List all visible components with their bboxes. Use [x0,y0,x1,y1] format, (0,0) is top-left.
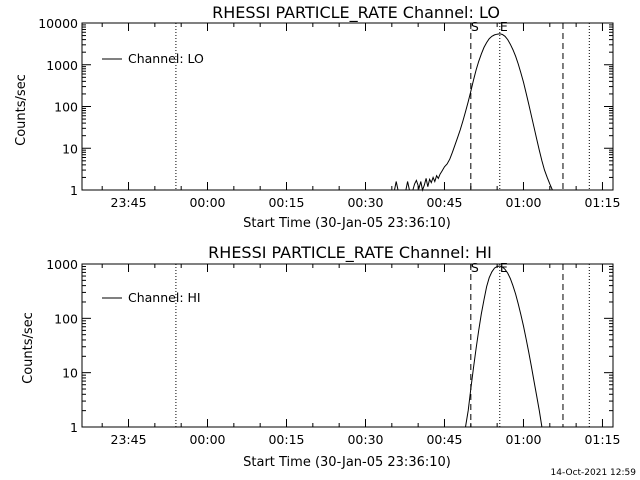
x-tick-label: 00:30 [347,195,383,210]
series-line [465,265,543,428]
series-line [394,33,553,192]
x-tick-label: 00:00 [189,432,225,447]
legend-label: Channel: HI [128,290,201,305]
time-marker-label: S [471,260,479,275]
y-tick-label: 10000 [38,16,78,31]
y-tick-label: 10 [62,366,78,381]
legend: Channel: HI [102,290,201,305]
time-marker-label: S [471,19,479,34]
x-tick-label: 00:45 [426,195,462,210]
x-tick-label: 00:00 [189,195,225,210]
x-tick-label: 00:45 [426,432,462,447]
legend-label: Channel: LO [128,51,204,66]
plot-frame [81,22,614,191]
y-tick-label: 1000 [46,257,78,272]
x-axis-label: Start Time (30-Jan-05 23:36:10) [243,455,451,470]
y-tick-label: 10 [62,141,78,156]
chart-title: RHESSI PARTICLE_RATE Channel: LO [212,3,500,23]
x-tick-label: 23:45 [111,432,147,447]
panel-channel-lo: RHESSI PARTICLE_RATE Channel: LO 1 10 100 1… [14,3,620,231]
x-tick-label: 01:15 [584,195,620,210]
y-axis-label: Counts/sec [14,74,29,146]
x-tick-label: 01:00 [505,195,541,210]
plot-frame [81,263,614,428]
x-tick-label: 01:00 [505,432,541,447]
x-tick-label: 23:45 [111,195,147,210]
y-tick-label: 100 [54,311,78,326]
x-tick-label: 00:15 [268,432,304,447]
time-marker-label: E [500,260,508,275]
y-tick-label: 1 [70,420,78,435]
y-axis-label: Counts/sec [21,312,36,384]
legend: Channel: LO [102,51,204,66]
y-tick-label: 1000 [46,58,78,73]
x-tick-label: 00:30 [347,432,383,447]
y-tick-label: 100 [54,100,78,115]
time-marker-label: E [500,19,508,34]
y-tick-label: 1 [70,183,78,198]
generated-timestamp: 14-Oct-2021 12:59 [551,468,637,478]
x-tick-label: 00:15 [268,195,304,210]
x-axis-label: Start Time (30-Jan-05 23:36:10) [243,216,451,231]
chart-title: RHESSI PARTICLE_RATE Channel: HI [208,243,492,263]
x-tick-label: 01:15 [584,432,620,447]
panel-channel-hi: RHESSI PARTICLE_RATE Channel: HI 1 10 100 1… [21,243,620,470]
